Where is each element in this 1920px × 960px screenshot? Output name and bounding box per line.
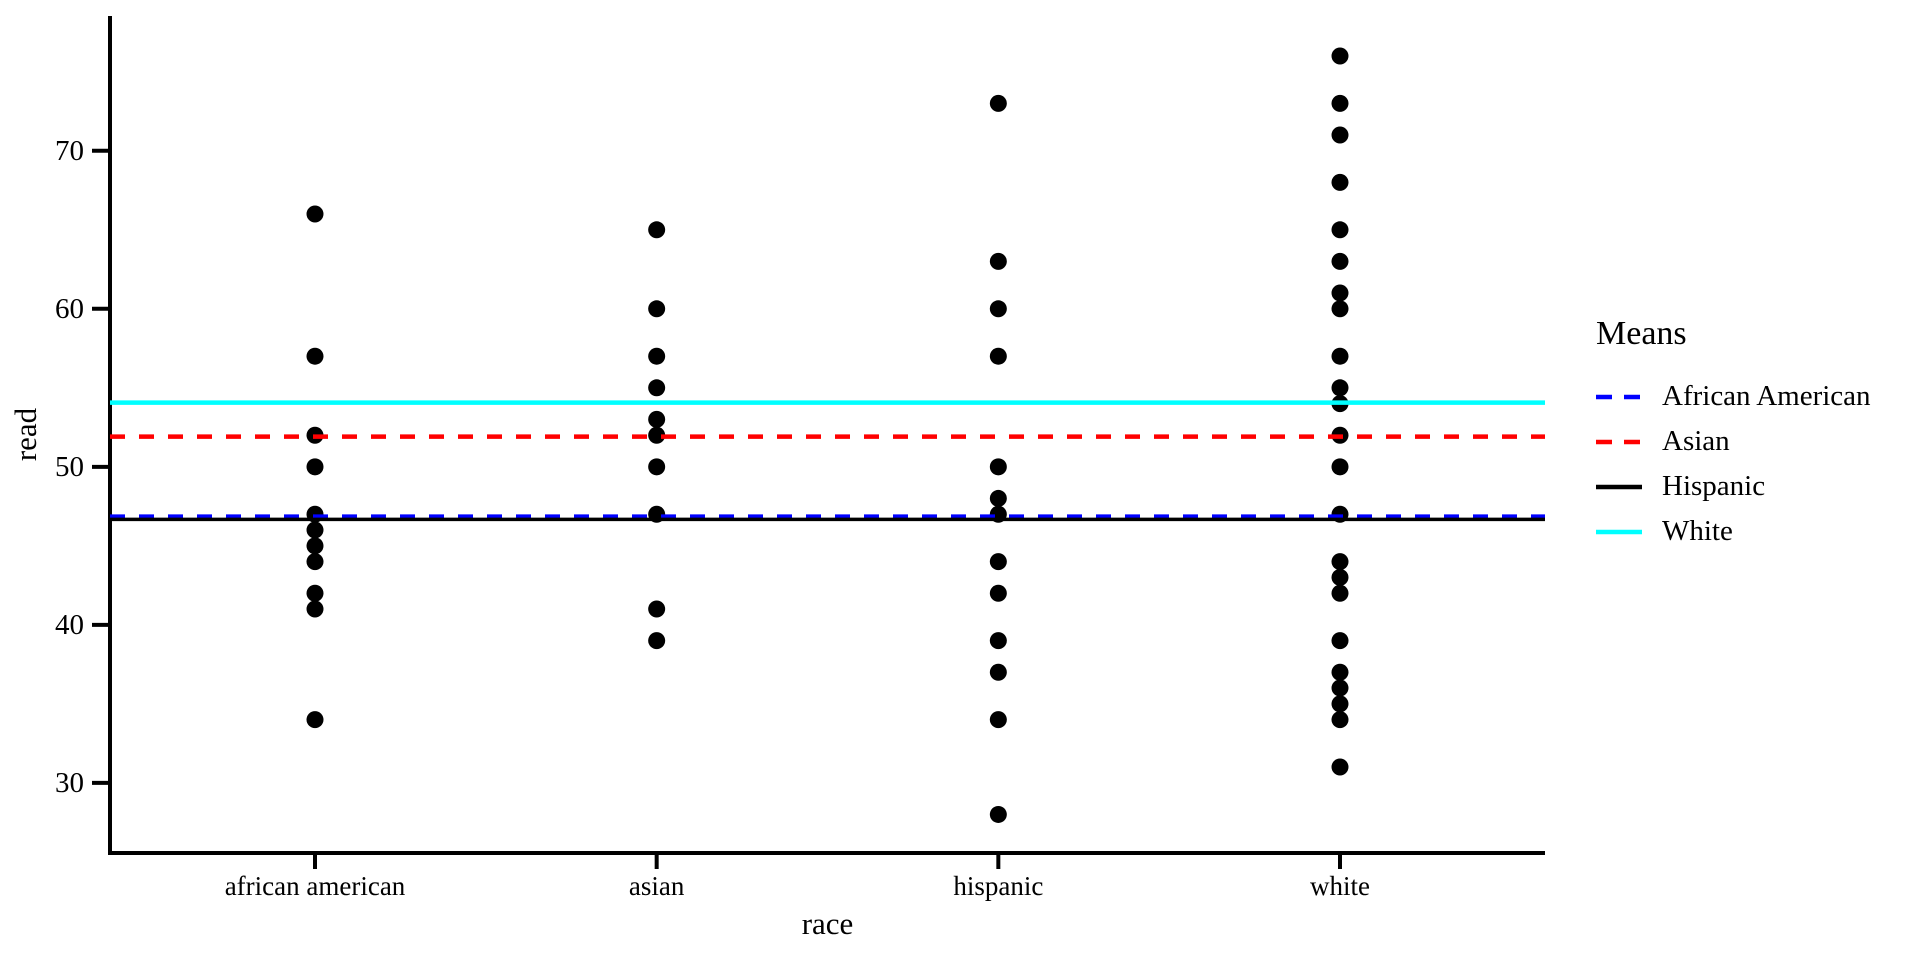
data-point <box>648 300 666 318</box>
data-point <box>1331 695 1349 713</box>
legend-key-line-icon <box>1596 529 1642 534</box>
y-tick-label: 40 <box>55 609 84 641</box>
data-point <box>1331 663 1349 681</box>
data-point <box>1331 458 1349 476</box>
legend-entries: African American Asian Hispanic White <box>1596 374 1916 554</box>
data-point <box>306 537 324 555</box>
legend-key-line-icon <box>1596 484 1642 489</box>
data-point <box>1331 300 1349 318</box>
y-tick-label: 30 <box>55 767 84 799</box>
data-point <box>1331 632 1349 650</box>
data-point <box>306 521 324 539</box>
data-point <box>1331 47 1349 65</box>
data-point <box>1331 252 1349 270</box>
data-point <box>1331 347 1349 365</box>
x-tick-label: african american <box>225 871 406 901</box>
data-point <box>1331 711 1349 729</box>
data-point <box>989 347 1007 365</box>
data-point <box>306 458 324 476</box>
y-tick-label: 70 <box>55 135 84 167</box>
x-axis-title: race <box>802 906 854 941</box>
legend-entry: Asian <box>1596 419 1916 464</box>
data-point <box>1331 568 1349 586</box>
data-point <box>989 584 1007 602</box>
data-point <box>989 711 1007 729</box>
x-tick-label: hispanic <box>953 871 1043 901</box>
data-point <box>306 347 324 365</box>
data-point <box>1331 126 1349 144</box>
data-point <box>648 347 666 365</box>
chart-legend: Means African American Asian Hispanic White <box>1596 312 1916 554</box>
data-point <box>648 632 666 650</box>
data-point <box>989 489 1007 507</box>
data-point <box>1331 584 1349 602</box>
data-point <box>1331 758 1349 776</box>
legend-entry-label: Hispanic <box>1662 470 1766 502</box>
data-point <box>989 458 1007 476</box>
data-point <box>648 410 666 428</box>
data-point <box>1331 379 1349 397</box>
data-points <box>306 47 1349 823</box>
data-point <box>989 94 1007 112</box>
legend-entry-label: Asian <box>1662 425 1730 457</box>
data-point <box>648 426 666 444</box>
data-point <box>1331 173 1349 191</box>
data-point <box>306 553 324 571</box>
y-tick-label: 50 <box>55 451 84 483</box>
data-point <box>1331 679 1349 697</box>
legend-entry: Hispanic <box>1596 464 1916 509</box>
data-point <box>989 632 1007 650</box>
data-point <box>306 584 324 602</box>
data-point <box>648 600 666 618</box>
data-point <box>648 458 666 476</box>
data-point <box>989 805 1007 823</box>
legend-key-line-icon <box>1596 394 1642 399</box>
legend-title: Means <box>1596 315 1687 352</box>
data-point <box>1331 553 1349 571</box>
mean-lines <box>110 400 1545 522</box>
data-point <box>1331 94 1349 112</box>
legend-key-line-icon <box>1596 439 1642 444</box>
data-point <box>306 600 324 618</box>
data-point <box>1331 221 1349 239</box>
data-point <box>648 221 666 239</box>
data-point <box>989 663 1007 681</box>
y-axis-title: read <box>8 407 43 461</box>
data-point <box>306 205 324 223</box>
legend-entry: White <box>1596 509 1916 554</box>
legend-entry-label: African American <box>1662 380 1871 412</box>
data-point <box>989 252 1007 270</box>
data-point <box>1331 284 1349 302</box>
data-point <box>306 711 324 729</box>
y-tick-label: 60 <box>55 293 84 325</box>
legend-entry: African American <box>1596 374 1916 419</box>
x-tick-label: white <box>1310 871 1370 901</box>
data-point <box>648 379 666 397</box>
legend-entry-label: White <box>1662 515 1733 547</box>
data-point <box>989 553 1007 571</box>
data-point <box>989 300 1007 318</box>
x-tick-label: asian <box>629 871 685 901</box>
